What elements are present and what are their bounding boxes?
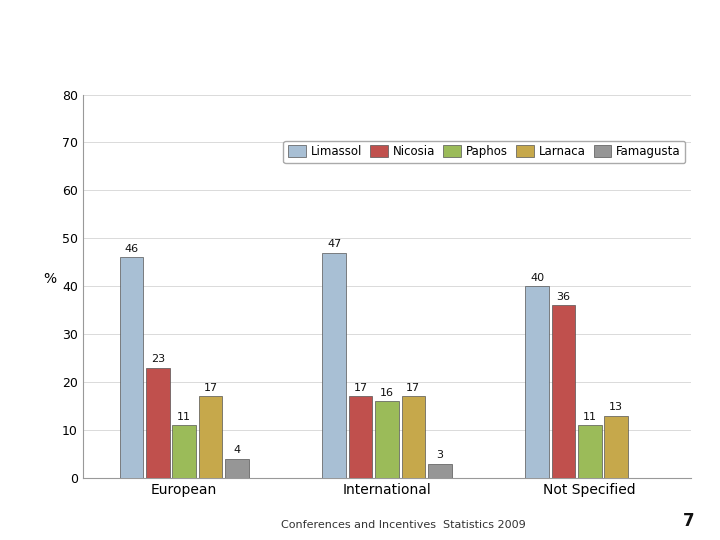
Text: 17: 17 [204,383,217,393]
Bar [552,306,575,478]
Text: 13: 13 [609,402,624,412]
Text: 46: 46 [125,244,138,254]
Bar [348,396,372,478]
Text: 47: 47 [327,239,341,249]
Text: Conferences and Incentives  Statistics 2009: Conferences and Incentives Statistics 20… [281,520,526,530]
Text: 17: 17 [406,383,420,393]
Text: 4: 4 [233,446,240,455]
Text: 11: 11 [177,412,192,422]
Text: 23: 23 [150,354,165,364]
Text: 36: 36 [557,292,570,302]
Bar [172,425,196,478]
Text: 16: 16 [380,388,394,398]
Text: 3: 3 [436,450,444,460]
Bar [146,368,170,478]
Bar [578,425,602,478]
Bar [225,459,249,478]
Bar [199,396,222,478]
Bar [428,463,451,478]
Bar [604,416,628,478]
Bar [402,396,426,478]
Text: C & I Origin – Analysis by Area: C & I Origin – Analysis by Area [318,39,650,58]
Text: 7: 7 [683,512,695,530]
Bar [525,286,549,478]
Text: 40: 40 [530,273,544,283]
Y-axis label: %: % [42,272,56,286]
Text: 17: 17 [354,383,368,393]
Bar [120,258,143,478]
Legend: Limassol, Nicosia, Paphos, Larnaca, Famagusta: Limassol, Nicosia, Paphos, Larnaca, Fama… [284,140,685,163]
Bar [323,253,346,478]
Bar [375,401,399,478]
Text: 11: 11 [582,412,597,422]
